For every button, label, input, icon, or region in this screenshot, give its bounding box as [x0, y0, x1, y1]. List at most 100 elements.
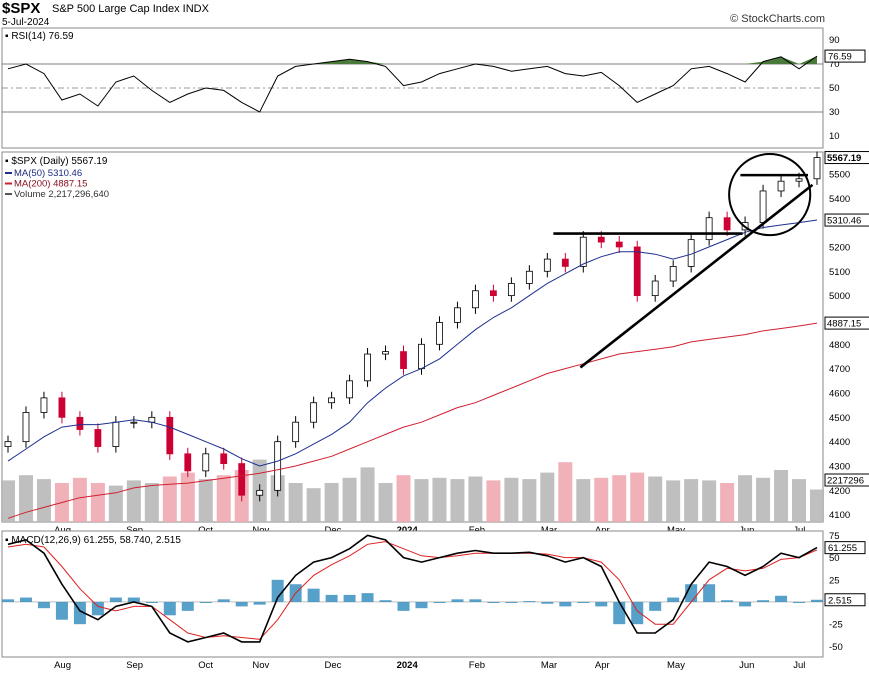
volume-bar [576, 479, 591, 522]
macd-histogram-bar [775, 595, 788, 602]
price-value-box [824, 213, 869, 227]
volume-bar [162, 476, 177, 522]
macd-histogram-bar [379, 600, 392, 602]
volume-bar [90, 483, 105, 522]
macd-tick-label: 25 [829, 575, 840, 586]
rsi-tick-label: 30 [829, 107, 840, 118]
volume-bar [666, 480, 681, 522]
rsi-legend: ▪ RSI(14) 76.59 [5, 31, 74, 42]
macd-frame [1, 530, 824, 658]
macd-histogram-bar [55, 601, 68, 620]
volume-bar [594, 477, 609, 522]
macd-histogram-bar [127, 597, 140, 602]
macd-signal-line [7, 541, 818, 640]
candle-body [669, 266, 677, 282]
volume-bar [126, 480, 141, 522]
candle-body [795, 178, 803, 182]
brand-watermark: © StockCharts.com [730, 13, 825, 25]
macd-histogram-bar [181, 601, 194, 611]
candle-body [507, 283, 515, 297]
candle-body [112, 421, 120, 447]
rsi-overbought-fill [367, 61, 386, 64]
macd-histogram-bar [631, 601, 644, 625]
macd-line [7, 534, 818, 643]
trend-annotation-line [579, 183, 814, 369]
volume-bar [1, 480, 15, 522]
macd-histogram-bar [37, 601, 50, 609]
volume-bar [414, 479, 429, 522]
candle-body [292, 421, 300, 443]
candle-body [489, 290, 497, 297]
macd-histogram-bar [163, 601, 176, 616]
macd-xtick-label: Apr [595, 660, 610, 671]
candle-body [58, 397, 66, 418]
rsi-overbought-fill [331, 59, 350, 64]
candle-body [525, 270, 533, 284]
macd-xtick-label: May [667, 660, 685, 671]
price-tick-label: 4300 [829, 462, 850, 473]
macd-tick-label: 75 [829, 531, 840, 542]
macd-xtick-label: Mar [541, 660, 557, 671]
rsi-value-box [824, 49, 866, 63]
chart-symbol: $SPX [2, 0, 41, 17]
macd-tick-label: -25 [829, 620, 843, 631]
price-tick-label: 4400 [829, 437, 850, 448]
candle-body [274, 441, 282, 491]
macd-histogram-bar [217, 599, 230, 602]
candle-body [561, 258, 569, 267]
price-tick-label: 4500 [829, 413, 850, 424]
rsi-tick-label: 90 [829, 35, 840, 46]
volume-bar [504, 477, 519, 522]
candle-body [777, 180, 785, 192]
candle-body [166, 416, 174, 455]
volume-bar [486, 480, 501, 522]
macd-histogram-bar [325, 594, 338, 602]
volume-bar [756, 477, 771, 522]
macd-xtick-label: Dec [325, 660, 342, 671]
rsi-overbought-fill [799, 56, 817, 64]
price-value-box [824, 151, 869, 165]
price-tick-label: 4200 [829, 486, 850, 497]
candle-body [382, 351, 389, 355]
volume-bar [648, 476, 663, 522]
price-panel: 4100420043004400450046004700480049005000… [1, 151, 869, 536]
candle-body [130, 421, 138, 424]
macd-panel: -50-250255075▪ MACD(12,26,9) 61.255, 58.… [1, 530, 866, 671]
volume-bar [306, 488, 321, 522]
volume-bar [468, 476, 483, 522]
macd-value-box [824, 541, 866, 555]
macd-histogram-bar [433, 601, 446, 603]
macd-histogram-bar [739, 601, 752, 607]
volume-bar [558, 462, 573, 522]
candle-body [400, 351, 407, 370]
price-tick-label: 5000 [829, 291, 850, 302]
macd-histogram-bar [235, 601, 248, 607]
volume-bar [702, 480, 717, 522]
macd-histogram-bar [145, 601, 158, 603]
volume-bar [684, 479, 699, 522]
volume-bar [792, 479, 807, 522]
macd-xtick-label: Jun [739, 660, 754, 671]
volume-bar [180, 472, 195, 522]
rsi-line [7, 55, 818, 113]
rsi-overbought-fill [745, 61, 764, 64]
candle-body [813, 157, 821, 180]
candle-body [472, 290, 479, 309]
candle-body [418, 343, 425, 370]
chart-index-name: S&P 500 Large Cap Index INDX [52, 3, 209, 15]
candle-body [346, 380, 353, 399]
ma200-line [7, 322, 818, 519]
price-tick-label: 4600 [829, 388, 850, 399]
macd-histogram-bar [109, 597, 122, 602]
macd-histogram-bar [469, 599, 482, 602]
rsi-tick-label: 70 [829, 59, 840, 70]
macd-histogram-bar [505, 601, 518, 603]
candle-body [436, 321, 443, 345]
candle-body [238, 463, 246, 496]
candle-body [184, 453, 192, 472]
rsi-panel: 10 30 50 70 90 ▪ RSI(14) 76.59 76.59 [1, 27, 866, 149]
price-value-label: 5567.19 [827, 153, 861, 164]
macd-xtick-label: 2024 [397, 660, 419, 671]
volume-bar [18, 475, 33, 522]
